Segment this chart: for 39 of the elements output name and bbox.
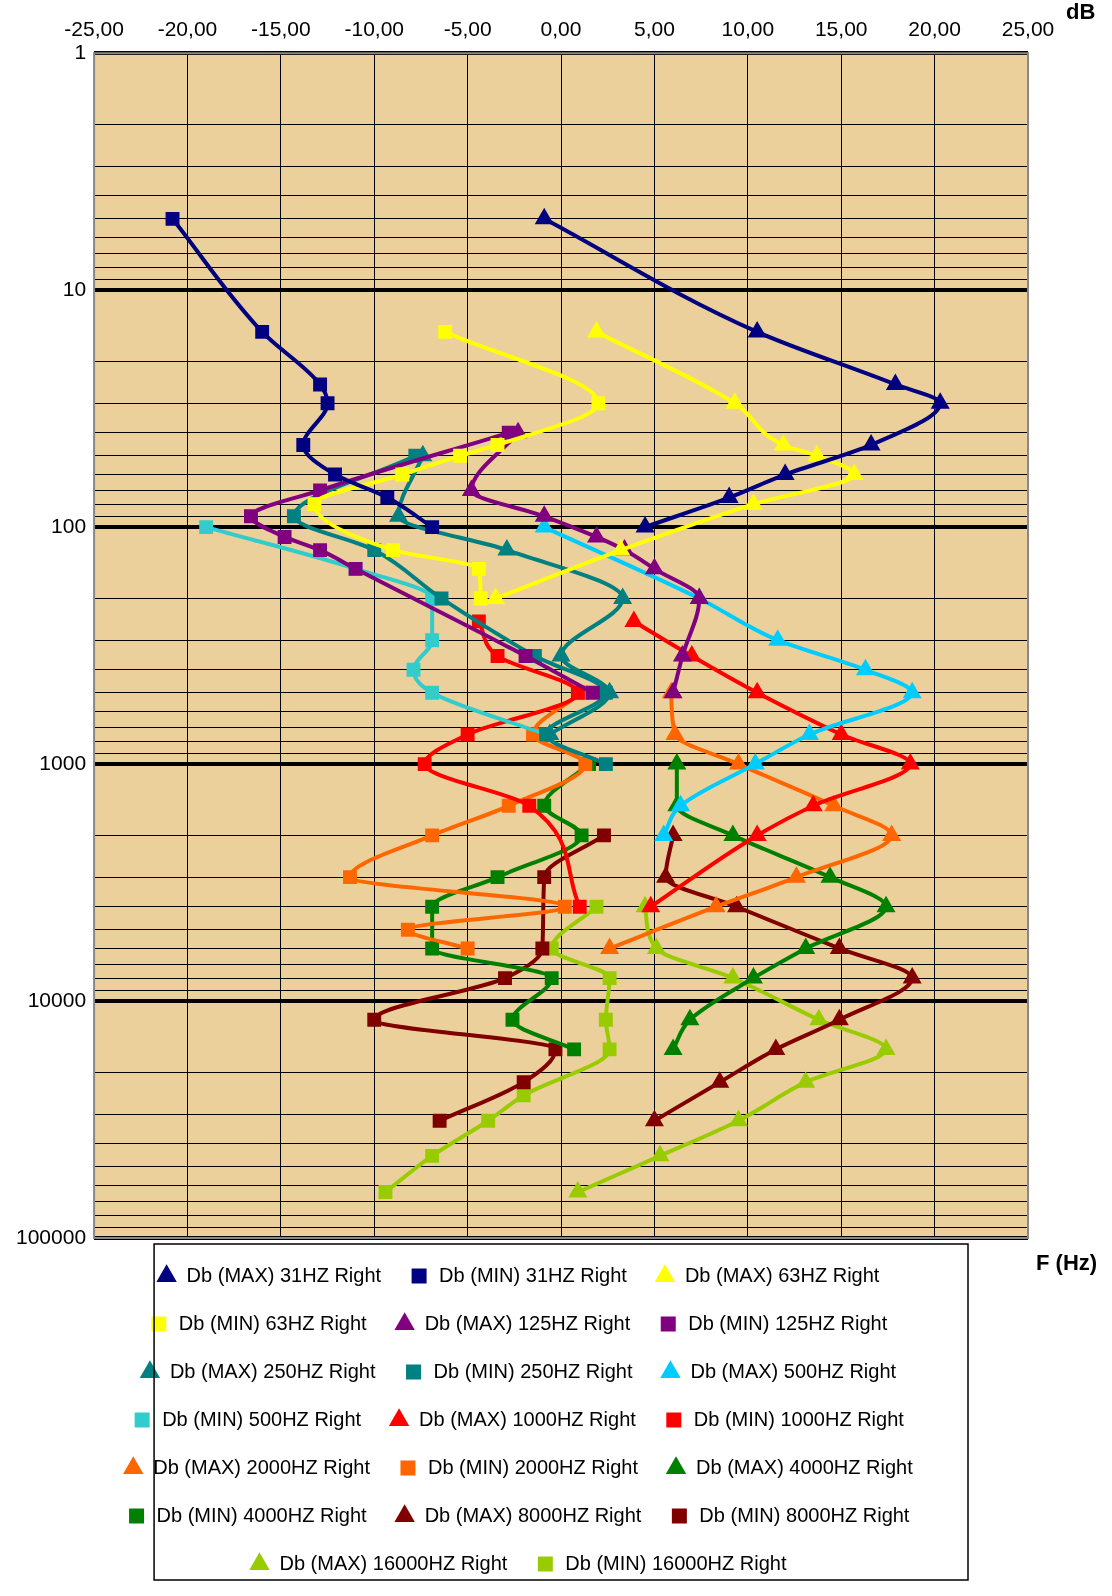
legend-label: Db (MAX) 63HZ Right	[684, 1263, 880, 1286]
legend-label: Db (MIN) 4000HZ Right	[156, 1503, 368, 1526]
x-axis-title: dB	[1066, 0, 1096, 25]
legend-label: Db (MAX) 500HZ Right	[690, 1359, 897, 1382]
legend-label: Db (MIN) 500HZ Right	[162, 1407, 362, 1430]
legend-label: Db (MAX) 125HZ Right	[424, 1311, 631, 1334]
y-tick-label: 100000	[16, 1224, 87, 1248]
y-tick-label: 100	[51, 513, 87, 537]
x-tick-label: 0,00	[540, 17, 582, 41]
y-tick-label: 10	[62, 276, 87, 300]
x-tick-label: 5,00	[633, 17, 675, 41]
x-tick-label: -15,00	[251, 17, 311, 41]
legend-label: Db (MIN) 63HZ Right	[178, 1311, 368, 1334]
legend-label: Db (MAX) 2000HZ Right	[153, 1455, 371, 1478]
legend-label: Db (MIN) 8000HZ Right	[699, 1503, 910, 1526]
x-tick-label: 15,00	[814, 17, 868, 41]
y-axis-title: F (Hz)	[1036, 1250, 1098, 1276]
legend-label: Db (MAX) 31HZ Right	[186, 1263, 382, 1286]
legend-label: Db (MAX) 1000HZ Right	[419, 1407, 637, 1430]
x-tick-label: 25,00	[1001, 17, 1055, 41]
legend-label: Db (MIN) 1000HZ Right	[693, 1407, 905, 1430]
legend-label: Db (MAX) 250HZ Right	[169, 1359, 376, 1382]
legend-label: Db (MIN) 31HZ Right	[439, 1263, 628, 1286]
x-tick-label: -25,00	[64, 17, 124, 41]
legend-label: Db (MIN) 125HZ Right	[688, 1311, 888, 1334]
x-tick-label: 20,00	[908, 17, 961, 41]
x-tick-label: 10,00	[721, 17, 775, 41]
x-tick-label: -20,00	[157, 17, 218, 41]
y-tick-label: 1000	[39, 750, 87, 774]
legend-label: Db (MIN) 16000HZ Right	[565, 1551, 787, 1574]
legend-label: Db (MAX) 4000HZ Right	[696, 1455, 914, 1478]
legend-label: Db (MIN) 2000HZ Right	[427, 1455, 639, 1478]
legend-label: Db (MAX) 8000HZ Right	[424, 1503, 642, 1526]
y-tick-label: 1	[74, 40, 87, 63]
legend-label: Db (MAX) 16000HZ Right	[279, 1551, 508, 1574]
x-tick-label: -10,00	[344, 17, 405, 41]
x-tick-label: -5,00	[443, 17, 492, 41]
legend-label: Db (MIN) 250HZ Right	[433, 1359, 633, 1382]
y-tick-label: 10000	[27, 987, 87, 1011]
